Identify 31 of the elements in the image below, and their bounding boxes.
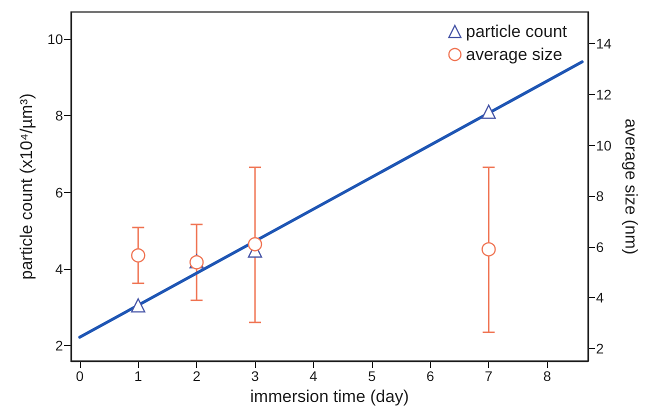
x-tick-label: 6 bbox=[426, 368, 434, 384]
y-tick-label: 10 bbox=[47, 30, 64, 47]
y2-tick-label: 6 bbox=[596, 238, 604, 255]
y2-tick-label: 2 bbox=[596, 340, 604, 356]
point bbox=[482, 104, 496, 119]
y2-tick-label: 14 bbox=[596, 36, 612, 52]
x-tick-label: 3 bbox=[251, 368, 260, 384]
point bbox=[131, 298, 146, 313]
legend-label: particle count bbox=[466, 22, 568, 41]
y-tick-label: 6 bbox=[55, 184, 64, 200]
x-tick-label: 0 bbox=[76, 368, 84, 384]
x-axis-title: immersion time (day) bbox=[250, 386, 409, 406]
y-tick-label: 8 bbox=[55, 108, 64, 124]
x-tick-label: 1 bbox=[134, 368, 142, 384]
y2-tick-label: 8 bbox=[596, 188, 604, 204]
y2-tick-label: 4 bbox=[596, 290, 604, 306]
y-tick-label: 2 bbox=[55, 338, 64, 354]
x-tick-label: 8 bbox=[543, 368, 552, 384]
y-axis-title: particle count (x10⁴/µm³) bbox=[17, 93, 36, 280]
point bbox=[482, 242, 496, 256]
y2-axis-title: average size (nm) bbox=[621, 118, 640, 255]
x-tick-label: 4 bbox=[310, 368, 318, 384]
y2-tick-label: 12 bbox=[596, 86, 612, 102]
legend-label: average size bbox=[466, 45, 562, 64]
point bbox=[248, 237, 262, 252]
y-tick-label: 4 bbox=[55, 260, 64, 277]
y2-tick-label: 10 bbox=[596, 137, 612, 154]
point bbox=[131, 248, 146, 263]
x-tick-label: 5 bbox=[368, 368, 376, 384]
x-tick-label: 7 bbox=[484, 368, 493, 384]
x-tick-label: 2 bbox=[192, 368, 201, 384]
